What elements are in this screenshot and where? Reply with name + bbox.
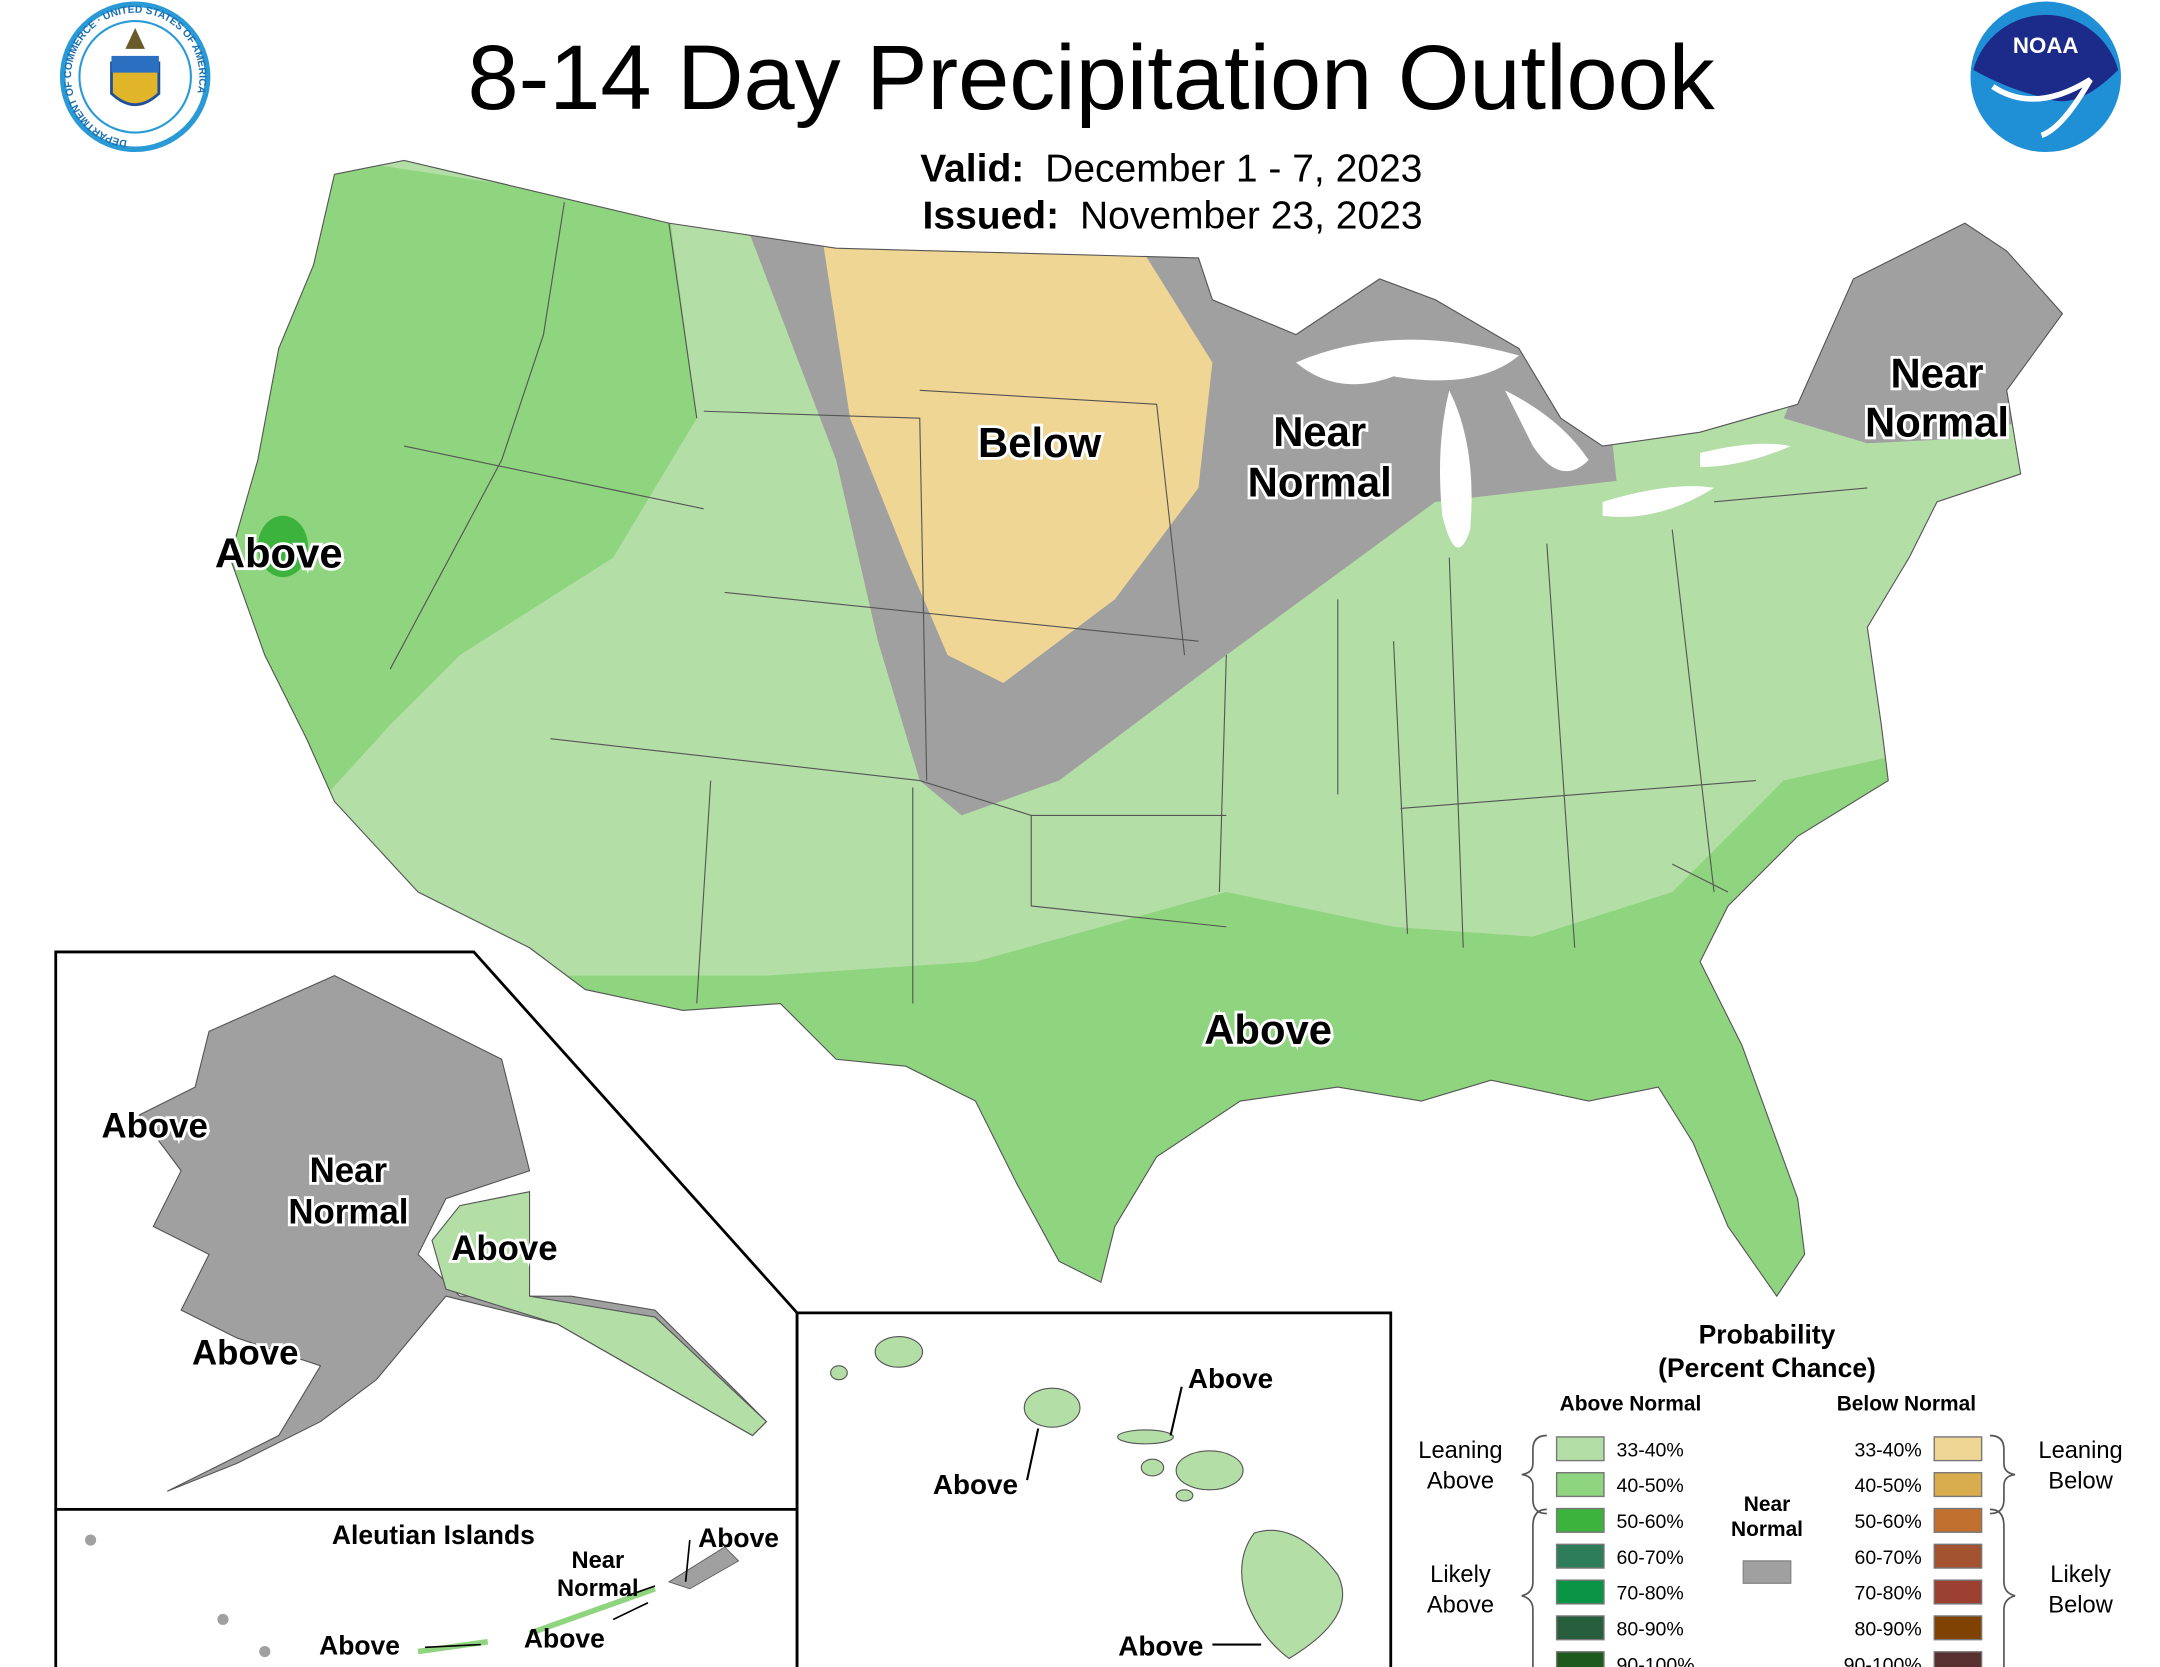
legend-label-above-90-100%: 90-100% [1617,1654,1695,1667]
legend-title-1: Probability [1699,1320,1836,1350]
legend-label-below-80-90%: 80-90% [1854,1618,1921,1640]
legend-swatch-below-70-80% [1933,1579,1983,1605]
label-near-normal-line1: Near [1273,408,1366,455]
leaning-above-line1: Leaning [1418,1438,1502,1464]
legend-swatch-above-40-50% [1555,1472,1605,1498]
label-near-normal-line2: Normal [1248,458,1392,505]
label-below: Below [978,419,1102,466]
leaning-below-line2: Below [2048,1468,2113,1494]
legend-label-below-90-100%: 90-100% [1844,1654,1922,1667]
likely-below-line2: Below [2048,1592,2113,1618]
near-normal-line1: Near [1744,1493,1790,1516]
region-above-50-60 [257,515,308,578]
label-above-south: Above [1204,1006,1332,1053]
legend-swatch-above-70-80% [1555,1579,1605,1605]
ak-label-above-sw: Above [192,1333,298,1372]
legend-label-above-33-40%: 33-40% [1617,1439,1684,1461]
near-normal-swatch [1742,1560,1792,1584]
region-below-33-40 [822,237,1213,683]
legend-braces [1521,1434,2016,1667]
state-borders [389,202,1868,1004]
legend-label-above-50-60%: 50-60% [1617,1511,1684,1533]
great-lakes [1296,339,1791,548]
legend-label-above-70-80%: 70-80% [1617,1583,1684,1605]
legend-label-above-60-70%: 60-70% [1617,1547,1684,1569]
label-ne-near-line1: Near [1891,350,1984,397]
legend-swatch-above-60-70% [1555,1543,1605,1569]
legend-title-2: (Percent Chance) [1658,1353,1876,1383]
legend-label-above-80-90%: 80-90% [1617,1618,1684,1640]
issued-label: Issued: [923,195,1060,238]
ak-label-near-line2: Normal [288,1193,408,1232]
alaska-near-normal [138,975,768,1492]
legend-swatch-above-33-40% [1555,1436,1605,1462]
legend-label-below-60-70%: 60-70% [1854,1547,1921,1569]
hi-label-above-w: Above [933,1469,1018,1500]
legend-swatch-below-90-100% [1933,1651,1983,1667]
legend-swatch-below-80-90% [1933,1615,1983,1641]
aleutian-label-above-west: Above [319,1630,400,1660]
doc-seal-logo: DEPARTMENT OF COMMERCE · UNITED STATES O… [59,1,211,153]
region-above-40-50-west [229,160,697,837]
aleutian-label-near-line1: Near [571,1548,624,1574]
legend-below-header: Below Normal [1837,1392,1976,1415]
aleutian-label-above-east: Above [698,1523,779,1553]
ak-label-above-west: Above [101,1106,207,1145]
hi-label-above-ne: Above [1188,1363,1273,1394]
aleutian-label-above-mid: Above [524,1623,605,1653]
likely-below-line1: Likely [2050,1562,2111,1588]
legend-label-below-33-40%: 33-40% [1854,1439,1921,1461]
hawaii-inset: Above Above Above [795,1311,1393,1667]
legend: Probability (Percent Chance) Above Norma… [1418,1320,2123,1667]
aleutian-inset: Aleutian Islands Above Near Normal Above… [54,1507,799,1667]
ak-label-near-line1: Near [310,1151,388,1190]
legend-swatch-above-50-60% [1555,1507,1605,1533]
near-normal-line2: Normal [1731,1518,1803,1541]
hi-label-above-s: Above [1118,1631,1203,1662]
alaska-inset: Above Near Normal Above Above [54,950,799,1511]
map-title: 8-14 Day Precipitation Outlook [467,27,1715,129]
legend-label-below-50-60%: 50-60% [1854,1511,1921,1533]
legend-swatch-above-80-90% [1555,1615,1605,1641]
likely-above-line2: Above [1427,1592,1494,1618]
legend-label-below-40-50%: 40-50% [1854,1475,1921,1497]
legend-swatch-below-50-60% [1933,1507,1983,1533]
likely-above-line1: Likely [1430,1562,1491,1588]
ak-label-above-se: Above [451,1229,557,1268]
aleutian-title: Aleutian Islands [332,1520,535,1550]
noaa-logo-text: NOAA [2013,33,2079,58]
legend-label-above-40-50%: 40-50% [1617,1475,1684,1497]
legend-swatch-above-90-100% [1555,1651,1605,1667]
label-ne-near-line2: Normal [1865,398,2009,445]
legend-label-below-70-80%: 70-80% [1854,1583,1921,1605]
legend-swatch-below-33-40% [1933,1436,1983,1462]
issued-date: November 23, 2023 [1080,195,1423,238]
valid-label: Valid: [920,147,1024,190]
conus-outline [229,159,2064,1298]
legend-swatch-below-60-70% [1933,1543,1983,1569]
legend-above-header: Above Normal [1560,1392,1702,1415]
noaa-logo: NOAA [1970,1,2121,153]
legend-swatch-below-40-50% [1933,1472,1983,1498]
leaning-above-line2: Above [1427,1468,1494,1494]
conus-labels: Below Near Normal Above Above Near Norma… [212,347,2012,1056]
label-above-west: Above [215,529,343,576]
leaning-below-line1: Leaning [2038,1438,2122,1464]
alaska-above [431,1190,768,1437]
valid-dates: December 1 - 7, 2023 [1045,147,1422,190]
aleutian-label-near-line2: Normal [557,1576,639,1602]
